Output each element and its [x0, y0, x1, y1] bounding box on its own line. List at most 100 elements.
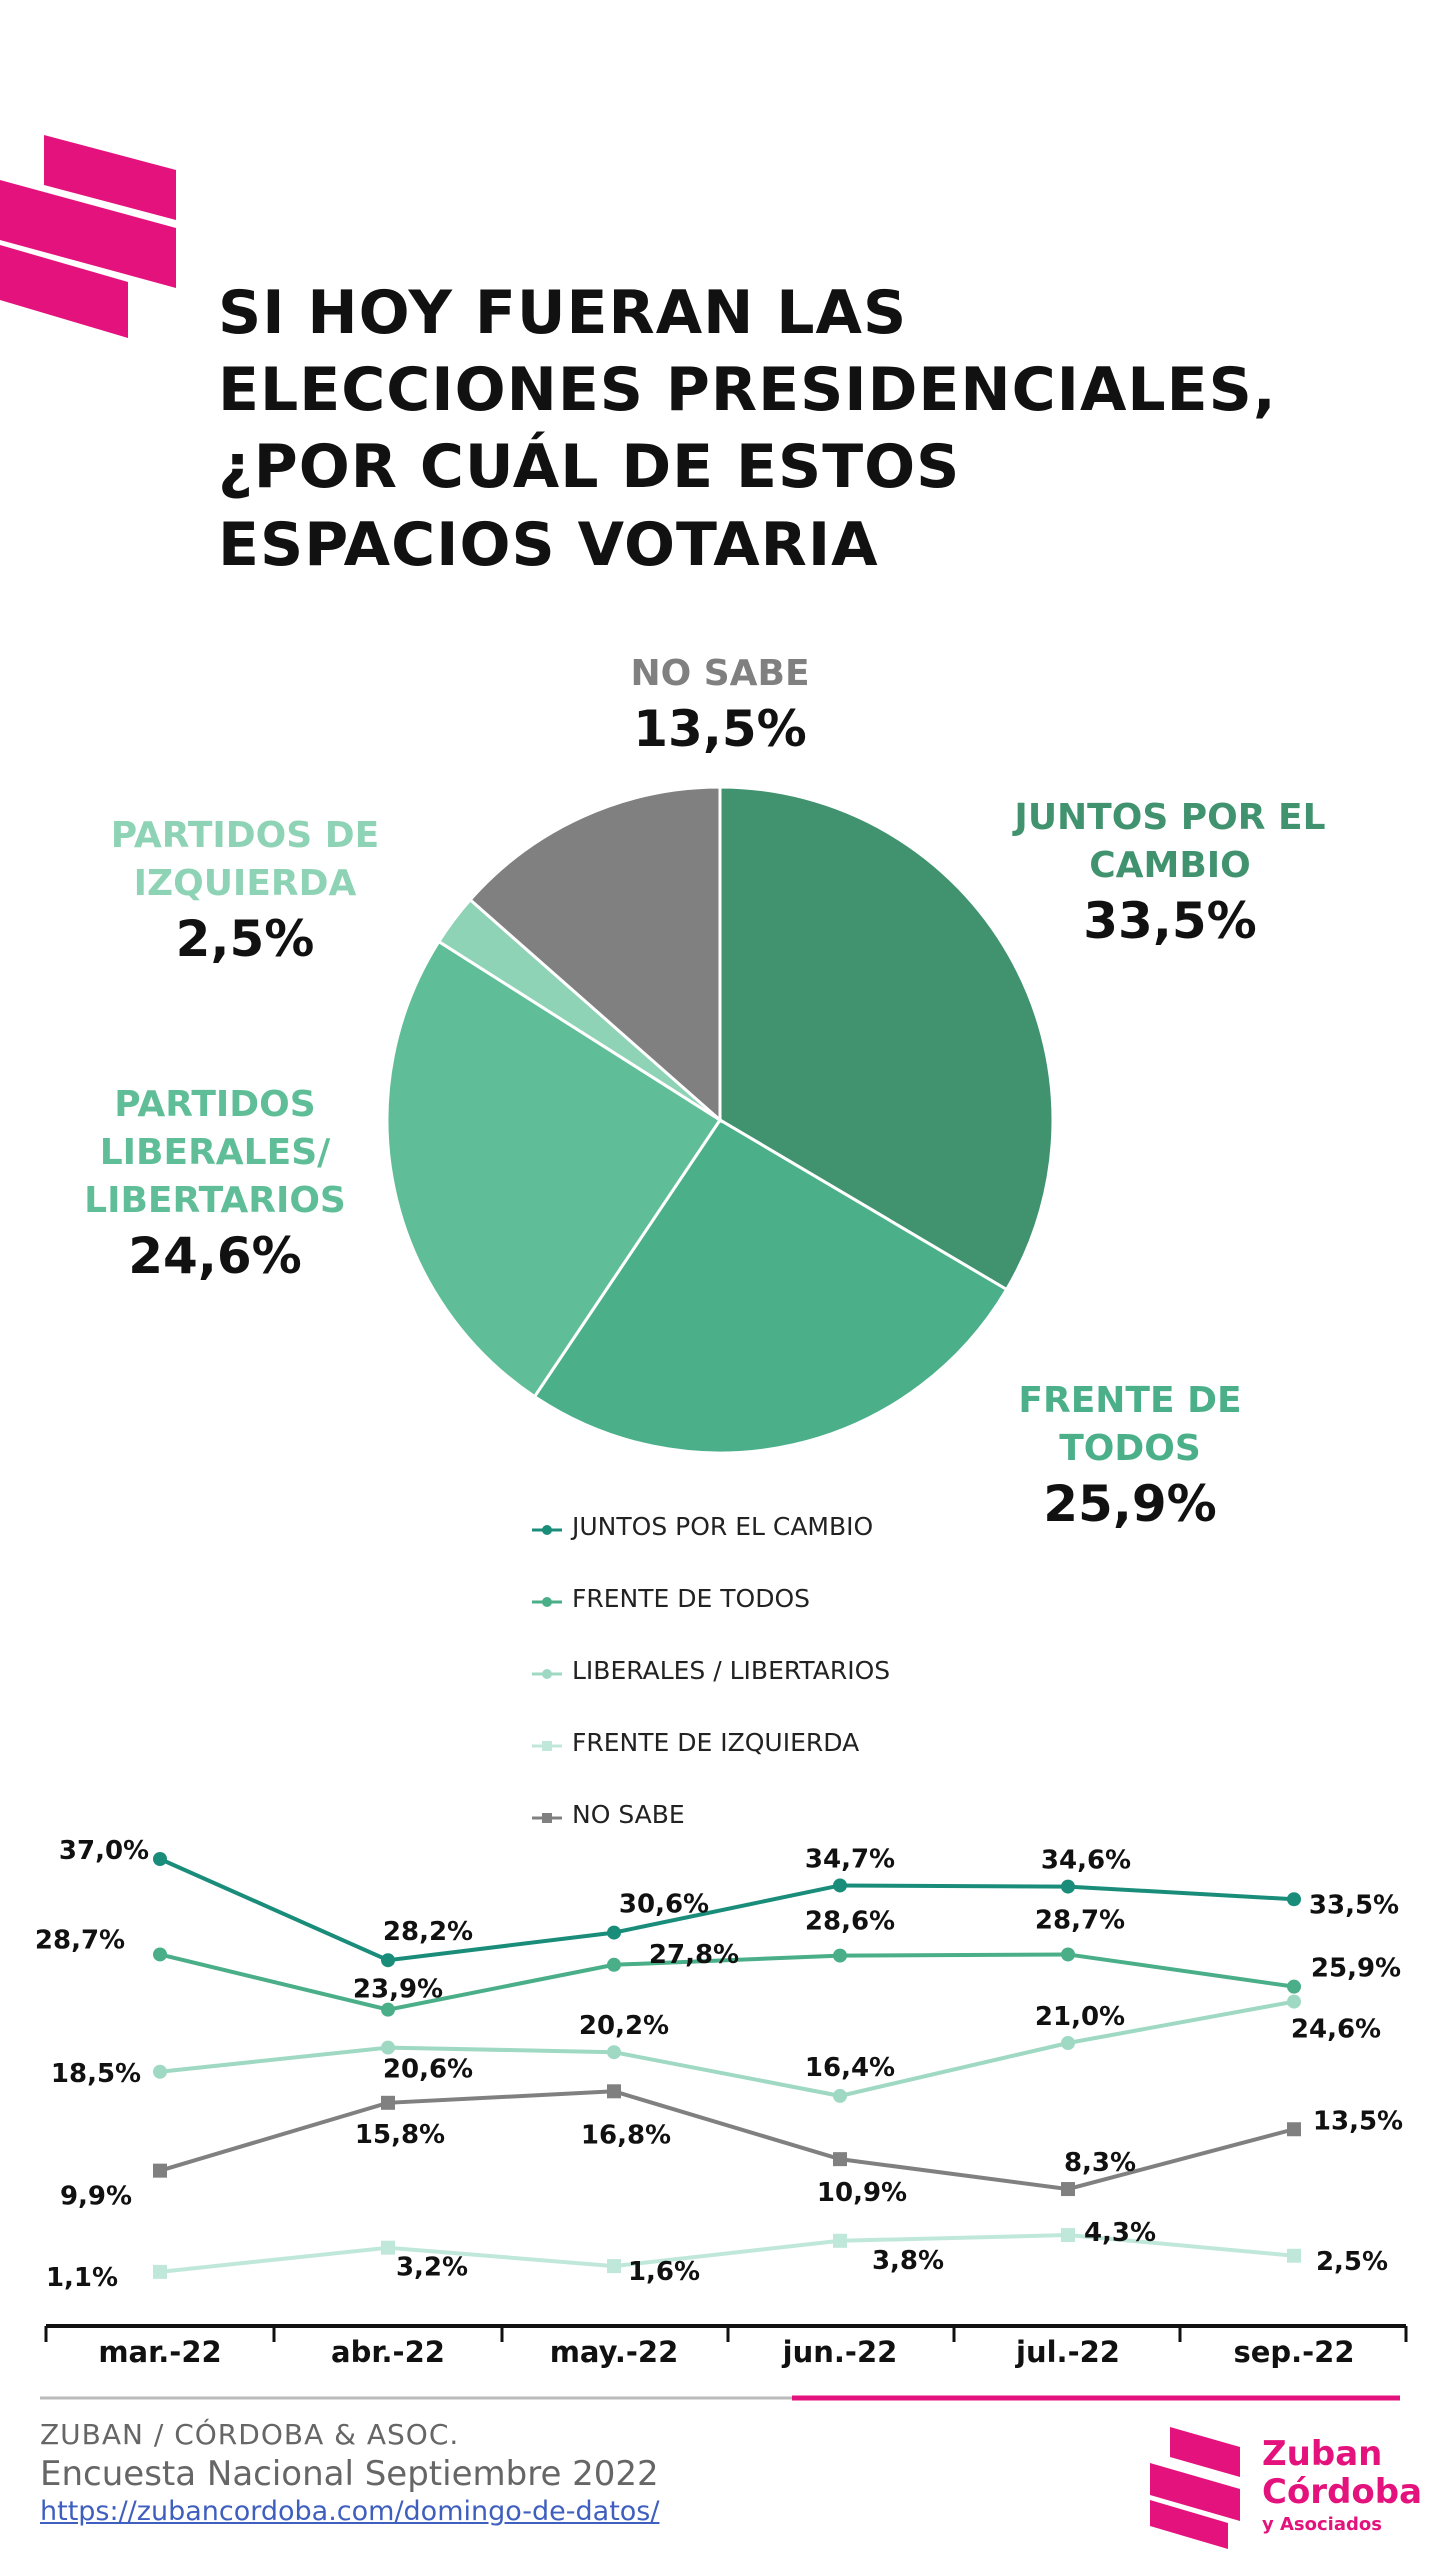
title-line-3: ¿POR CUÁL DE ESTOS: [218, 432, 961, 502]
footer-source: ZUBAN / CÓRDOBA & ASOC.: [40, 2418, 460, 2451]
data-point: [1287, 2248, 1301, 2263]
data-point: [1061, 2228, 1075, 2243]
footer-link[interactable]: https://zubancordoba.com/domingo-de-dato…: [40, 2496, 660, 2527]
data-point: [153, 1852, 167, 1866]
title-line-1: SI HOY FUERAN LAS: [218, 278, 908, 348]
pie-label-izquierda: PARTIDOS DE IZQUIERDA 2,5%: [70, 812, 420, 970]
data-point: [381, 2002, 395, 2017]
series-line: [159, 2233, 1295, 2274]
data-point: [381, 2240, 395, 2255]
data-point: [833, 1878, 847, 1893]
series-line: [159, 1952, 1295, 2012]
data-label: 20,2%: [579, 2011, 669, 2041]
title-line-2: ELECCIONES PRESIDENCIALES,: [218, 355, 1277, 425]
data-label: 34,7%: [805, 1844, 895, 1874]
legend-item-liberales: LIBERALES / LIBERTARIOS: [530, 1656, 890, 1685]
series-line: [159, 1999, 1295, 2098]
pie-label-name: NO SABE: [630, 653, 810, 694]
pie-label-name: FRENTE DE: [1018, 1380, 1242, 1421]
footer-survey: Encuesta Nacional Septiembre 2022: [40, 2454, 659, 2494]
legend-item-frente: FRENTE DE TODOS: [530, 1584, 810, 1613]
data-label: 10,9%: [817, 2178, 907, 2208]
data-point: [1061, 1947, 1075, 1962]
x-tick-label: jul.-22: [1015, 2335, 1120, 2369]
legend-item-juntos: JUNTOS POR EL CAMBIO: [530, 1512, 873, 1541]
data-label: 3,8%: [872, 2246, 944, 2276]
pie-chart: [385, 785, 1055, 1455]
data-label: 1,6%: [628, 2257, 700, 2287]
pie-label-name: IZQUIERDA: [133, 863, 357, 904]
data-point: [1061, 2036, 1075, 2050]
data-label: 28,7%: [1035, 1905, 1125, 1935]
pie-slice-partidos-liberales-libertarios: [385, 939, 723, 1399]
data-label: 21,0%: [1035, 2002, 1125, 2032]
legend-label: FRENTE DE TODOS: [572, 1584, 811, 1613]
line-chart: mar.-22 abr.-22 may.-22 jun.-22 jul.-22 sep.-…: [35, 1836, 1408, 2369]
pie-slice-juntos-por-el-cambio: [718, 785, 1055, 1292]
data-label: 28,7%: [35, 1925, 125, 1955]
data-label: 20,6%: [383, 2055, 473, 2085]
data-label: 28,2%: [383, 1917, 473, 1947]
data-point: [833, 2088, 847, 2103]
brand-sub: y Asociados: [1262, 2514, 1382, 2535]
data-label: 2,5%: [1316, 2247, 1388, 2277]
data-label: 1,1%: [46, 2263, 118, 2293]
legend-label: LIBERALES / LIBERTARIOS: [572, 1656, 891, 1685]
data-point: [607, 1925, 621, 1940]
legend-circle-marker-icon: [530, 1589, 564, 1609]
brand-name-1: Zuban: [1262, 2434, 1383, 2474]
data-label: 3,2%: [396, 2253, 468, 2283]
series-line: [159, 2089, 1295, 2192]
data-point: [607, 2259, 621, 2274]
brand-stripes-top: [0, 135, 176, 338]
pie-label-value: 24,6%: [128, 1227, 302, 1285]
legend-square-marker-icon: [530, 1733, 564, 1753]
pie-label-no-sabe: NO SABE 13,5%: [570, 650, 870, 760]
legend-circle-marker-icon: [530, 1517, 564, 1537]
brand-logo-stripes: [1150, 2427, 1240, 2549]
brand-name-2: Córdoba: [1262, 2472, 1423, 2512]
data-point: [153, 2064, 167, 2079]
data-label: 9,9%: [60, 2182, 132, 2212]
legend-circle-marker-icon: [530, 1661, 564, 1681]
data-point: [153, 2163, 167, 2178]
pie-label-name: LIBERTARIOS: [84, 1180, 346, 1221]
legend-square-marker-icon: [530, 1805, 564, 1825]
data-point: [607, 1957, 621, 1972]
data-label: 30,6%: [619, 1890, 709, 1920]
data-point: [1061, 1879, 1075, 1894]
data-label: 16,8%: [581, 2120, 671, 2150]
data-point: [381, 2095, 395, 2110]
pie-label-name: PARTIDOS DE: [110, 815, 380, 856]
pie-label-name: LIBERALES/: [99, 1132, 331, 1173]
x-tick-label: sep.-22: [1233, 2335, 1354, 2369]
data-point: [833, 1948, 847, 1963]
data-point: [381, 2040, 395, 2055]
data-point: [1287, 1892, 1301, 1907]
data-label: 28,6%: [805, 1907, 895, 1937]
data-label: 15,8%: [355, 2120, 445, 2150]
data-label: 37,0%: [59, 1836, 149, 1866]
data-label: 8,3%: [1064, 2148, 1136, 2178]
x-tick-label: may.-22: [550, 2335, 679, 2369]
pie-label-value: 25,9%: [1043, 1475, 1217, 1533]
data-point: [1287, 1994, 1301, 2009]
data-label: 16,4%: [805, 2053, 895, 2083]
data-point: [607, 2045, 621, 2060]
data-label: 18,5%: [51, 2059, 141, 2089]
pie-label-value: 2,5%: [175, 910, 315, 968]
legend-label: NO SABE: [572, 1800, 685, 1829]
data-point: [1287, 1979, 1301, 1994]
data-label: 4,3%: [1084, 2218, 1156, 2248]
legend-label: JUNTOS POR EL CAMBIO: [572, 1512, 874, 1541]
pie-label-liberales: PARTIDOS LIBERALES/ LIBERTARIOS 24,6%: [50, 1081, 380, 1287]
legend-item-izquierda: FRENTE DE IZQUIERDA: [530, 1728, 859, 1757]
data-label: 33,5%: [1309, 1890, 1399, 1920]
pie-label-name: TODOS: [1059, 1428, 1201, 1469]
pie-label-value: 33,5%: [1083, 892, 1257, 950]
pie-label-name: JUNTOS POR EL: [1014, 797, 1326, 838]
data-label: 25,9%: [1311, 1954, 1401, 1984]
data-point: [153, 1947, 167, 1962]
legend-item-no-sabe: NO SABE: [530, 1800, 685, 1829]
